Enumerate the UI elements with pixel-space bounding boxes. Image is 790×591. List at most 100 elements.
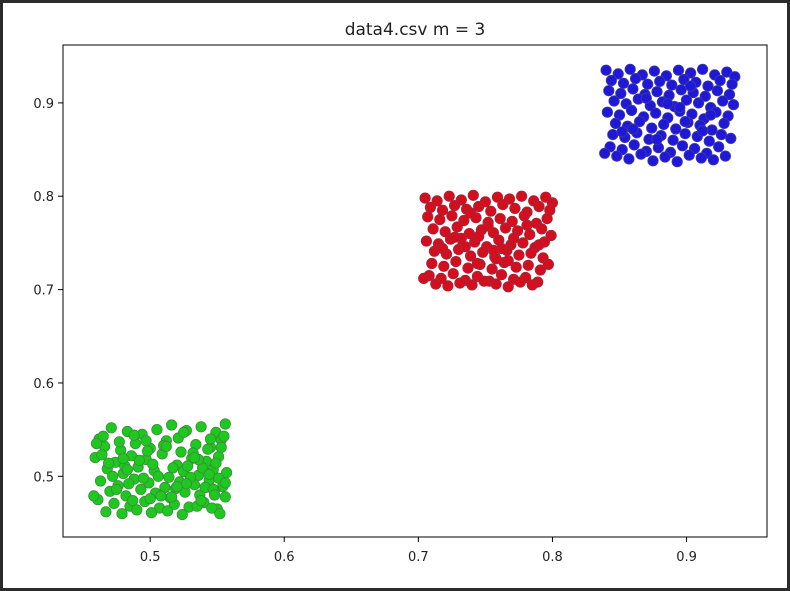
y-tick-label: 0.5 <box>33 470 54 485</box>
data-point <box>473 200 485 213</box>
data-point <box>121 464 134 476</box>
data-point <box>175 446 187 458</box>
data-point <box>494 213 506 225</box>
data-point <box>600 64 612 76</box>
data-point <box>105 422 117 434</box>
data-point <box>718 117 730 130</box>
data-point <box>135 483 147 495</box>
data-point <box>100 506 112 518</box>
data-point <box>723 88 736 101</box>
data-point <box>462 262 474 274</box>
data-point <box>422 211 434 223</box>
data-point <box>487 244 499 256</box>
data-point <box>107 470 119 482</box>
data-point <box>88 490 100 502</box>
data-point <box>692 97 705 109</box>
data-point <box>510 261 522 273</box>
data-point <box>218 430 230 442</box>
data-point <box>683 149 695 161</box>
data-point <box>627 123 639 135</box>
data-point <box>715 129 728 141</box>
data-point <box>427 223 439 235</box>
data-point <box>609 117 622 130</box>
data-point <box>628 139 640 151</box>
data-point <box>518 210 530 222</box>
data-point <box>633 116 646 128</box>
data-point <box>443 190 455 202</box>
y-tick-label: 0.7 <box>33 284 54 299</box>
data-point <box>513 249 525 261</box>
data-point <box>502 281 514 293</box>
data-point <box>623 153 635 165</box>
data-point <box>204 433 217 445</box>
series-0 <box>88 418 233 521</box>
data-point <box>662 98 674 110</box>
data-point <box>482 220 494 232</box>
data-point <box>459 241 471 253</box>
data-point <box>162 505 174 517</box>
plot-frame <box>62 44 768 538</box>
data-point <box>466 279 478 291</box>
data-point <box>671 156 683 168</box>
data-point <box>141 445 154 457</box>
data-point <box>534 264 547 276</box>
data-point <box>167 462 179 474</box>
data-point <box>617 77 630 89</box>
y-tick-label: 0.8 <box>33 190 54 205</box>
data-point <box>171 480 183 493</box>
data-point <box>696 125 709 137</box>
data-point <box>684 80 697 92</box>
x-axis: 0.5 0.6 0.7 0.8 0.9 <box>140 537 697 565</box>
chart-title: data4.csv m = 3 <box>345 20 486 40</box>
data-point <box>679 128 691 140</box>
data-point <box>486 263 498 275</box>
data-point <box>607 129 619 141</box>
data-point <box>195 421 207 433</box>
data-point <box>725 132 737 144</box>
data-point <box>103 457 115 469</box>
data-point <box>206 502 218 514</box>
data-point <box>419 192 431 204</box>
data-point <box>654 75 666 88</box>
data-point <box>131 504 143 516</box>
data-point <box>203 468 215 480</box>
data-point <box>514 276 526 288</box>
data-point <box>605 74 618 87</box>
data-point <box>108 497 120 509</box>
data-point <box>679 116 691 128</box>
data-point <box>646 122 658 134</box>
data-point <box>651 133 663 145</box>
data-point <box>611 150 623 162</box>
data-point <box>178 426 190 438</box>
data-point <box>608 95 620 107</box>
data-point <box>526 279 538 291</box>
data-point <box>684 67 697 79</box>
data-point <box>541 213 553 225</box>
data-point <box>659 151 671 163</box>
data-point <box>714 74 726 87</box>
data-point <box>151 423 163 436</box>
data-point <box>713 141 725 153</box>
data-point <box>123 478 135 490</box>
data-point <box>464 250 477 262</box>
data-point <box>726 78 738 90</box>
data-point <box>707 154 720 166</box>
data-point <box>430 278 442 290</box>
data-point <box>485 205 497 217</box>
data-point <box>202 443 214 455</box>
data-point <box>133 454 145 466</box>
data-point <box>506 215 518 227</box>
data-point <box>603 85 615 97</box>
data-point <box>599 147 611 159</box>
data-point <box>214 508 226 520</box>
data-point <box>166 491 178 503</box>
data-point <box>160 440 172 452</box>
data-point <box>97 430 109 442</box>
data-point <box>629 73 642 85</box>
data-point <box>507 232 520 244</box>
x-tick-label: 0.8 <box>542 550 563 565</box>
data-point <box>502 255 514 267</box>
data-point <box>651 86 663 98</box>
y-axis: 0.5 0.6 0.7 0.8 0.9 <box>33 97 63 485</box>
data-point <box>680 94 693 106</box>
